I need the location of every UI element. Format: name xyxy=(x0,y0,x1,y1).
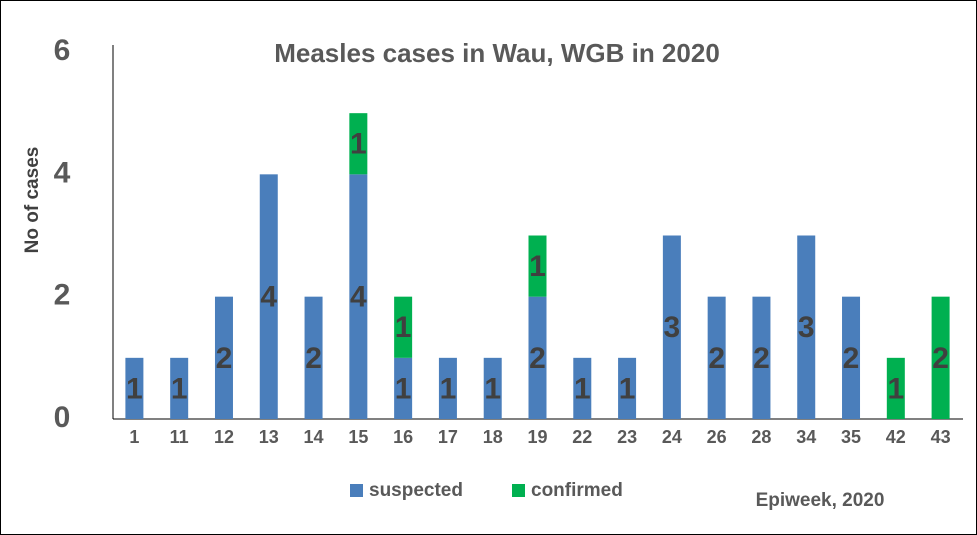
x-tick-label: 26 xyxy=(707,427,727,447)
data-label: 2 xyxy=(216,342,233,375)
data-label: 3 xyxy=(798,311,815,344)
legend-swatch xyxy=(512,484,525,497)
data-label: 2 xyxy=(843,342,860,375)
data-label: 1 xyxy=(171,372,188,405)
bar-segment xyxy=(707,296,726,419)
data-label: 1 xyxy=(484,372,501,405)
x-tick-label: 23 xyxy=(617,427,637,447)
legend-label: confirmed xyxy=(531,480,623,501)
bar-segment xyxy=(528,235,547,297)
bar-segment xyxy=(573,357,592,419)
bar-segment xyxy=(394,357,413,419)
bar-segment xyxy=(842,296,861,419)
data-label: 1 xyxy=(395,372,412,405)
data-label: 3 xyxy=(664,311,681,344)
bar-segment xyxy=(797,235,816,419)
bar-segment xyxy=(662,235,681,419)
bar-segment xyxy=(931,296,950,419)
x-tick-label: 34 xyxy=(796,427,816,447)
bar-segment xyxy=(259,174,278,419)
x-tick-label: 28 xyxy=(751,427,771,447)
legend-label: suspected xyxy=(369,480,463,501)
bar-segment xyxy=(170,357,189,419)
data-label: 1 xyxy=(529,250,546,283)
chart-title: Measles cases in Wau, WGB in 2020 xyxy=(274,38,720,68)
bar-segment xyxy=(349,113,368,175)
x-tick-label: 42 xyxy=(886,427,906,447)
y-tick-label: 6 xyxy=(54,34,71,67)
x-tick-label: 11 xyxy=(170,427,189,447)
data-label: 1 xyxy=(574,372,591,405)
bar-segment xyxy=(886,357,905,419)
x-tick-label: 15 xyxy=(348,427,368,447)
x-tick-label: 17 xyxy=(438,427,458,447)
y-axis-label: No of cases xyxy=(22,147,43,254)
bar-segment xyxy=(125,357,144,419)
x-tick-label: 1 xyxy=(129,427,139,447)
data-label: 1 xyxy=(126,372,143,405)
x-tick-label: 35 xyxy=(841,427,861,447)
x-tick-label: 24 xyxy=(662,427,682,447)
bar-segment xyxy=(528,296,547,419)
x-tick-label: 43 xyxy=(931,427,951,447)
y-tick-label: 2 xyxy=(54,279,71,312)
bar-segment xyxy=(214,296,233,419)
data-label: 1 xyxy=(619,372,636,405)
x-tick-label: 14 xyxy=(304,427,324,447)
bar-segment xyxy=(483,357,502,419)
data-label: 4 xyxy=(260,281,277,314)
data-label: 1 xyxy=(887,372,904,405)
bar-segment xyxy=(752,296,771,419)
x-tick-label: 16 xyxy=(393,427,413,447)
x-tick-label: 13 xyxy=(259,427,279,447)
bar-segment xyxy=(618,357,637,419)
data-label: 2 xyxy=(708,342,725,375)
legend-swatch xyxy=(350,484,363,497)
data-label: 1 xyxy=(395,311,412,344)
data-label: 1 xyxy=(350,128,367,161)
y-tick-label: 0 xyxy=(54,401,71,434)
bar-segment xyxy=(349,174,368,419)
x-tick-label: 18 xyxy=(483,427,503,447)
y-tick-label: 4 xyxy=(54,156,71,189)
data-label: 2 xyxy=(932,342,949,375)
x-tick-label: 22 xyxy=(572,427,592,447)
x-tick-label: 19 xyxy=(527,427,547,447)
x-tick-label: 12 xyxy=(214,427,234,447)
x-axis-label: Epiweek, 2020 xyxy=(756,490,885,511)
data-label: 2 xyxy=(305,342,322,375)
data-label: 1 xyxy=(440,372,457,405)
data-label: 2 xyxy=(529,342,546,375)
data-label: 4 xyxy=(350,281,367,314)
bar-segment xyxy=(394,296,413,358)
data-label: 2 xyxy=(753,342,770,375)
bar-segment xyxy=(438,357,457,419)
bar-segment xyxy=(304,296,323,419)
